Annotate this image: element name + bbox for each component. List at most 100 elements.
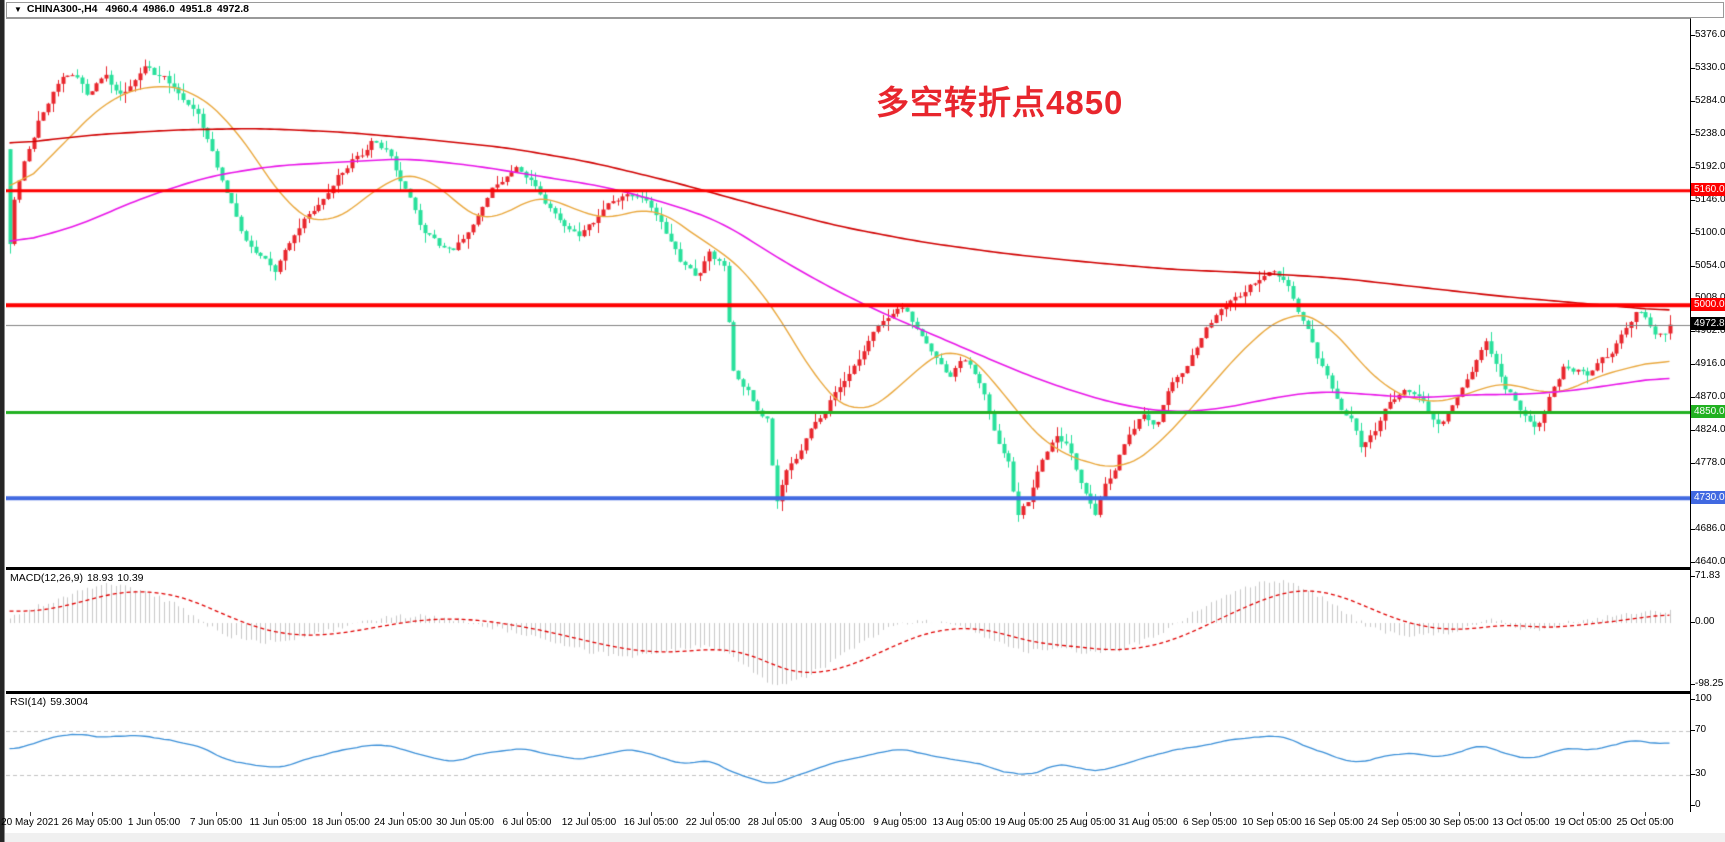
- axis-tick-mark: [1691, 430, 1695, 431]
- main-chart-panel: [6, 18, 1691, 569]
- axis-tick-mark: [1691, 331, 1695, 332]
- axis-tick-mark: [1691, 167, 1695, 168]
- axis-tick-mark: [1691, 364, 1695, 365]
- axis-tick-label: 4778.0: [1695, 457, 1725, 468]
- date-tick-mark: [465, 812, 466, 816]
- date-label: 6 Sep 05:00: [1183, 817, 1237, 828]
- candlestick-chart-canvas[interactable]: [6, 19, 1690, 567]
- date-label: 16 Jul 05:00: [623, 817, 679, 828]
- axis-tick-mark: [1691, 576, 1695, 577]
- ohlc-high: 4986.0: [142, 3, 175, 15]
- axis-tick-label: 30: [1695, 768, 1707, 779]
- date-tick-mark: [216, 812, 217, 816]
- date-tick-mark: [1210, 812, 1211, 816]
- rsi-name: RSI(14): [10, 696, 47, 708]
- axis-tick-mark: [1691, 266, 1695, 267]
- date-tick-mark: [1521, 812, 1522, 816]
- axis-tick-label: 5100.0: [1695, 227, 1725, 238]
- axis-tick-label: 4686.0: [1695, 523, 1725, 534]
- axis-tick-mark: [1691, 463, 1695, 464]
- date-label: 11 Jun 05:00: [249, 817, 307, 828]
- axis-tick-label: 5284.0: [1695, 95, 1725, 106]
- date-axis[interactable]: 20 May 2021 26 May 05:00 1 Jun 05:00 7 Jun …: [1, 812, 1696, 832]
- price-level-badge: 5000.0: [1691, 298, 1725, 311]
- axis-tick-label: 0: [1695, 799, 1701, 810]
- date-label: 16 Sep 05:00: [1304, 817, 1364, 828]
- price-axis: 5376.0 5330.0 5284.0 5238.0 5192.0 5146.0 5100…: [1691, 18, 1725, 567]
- axis-tick-label: 100: [1695, 693, 1712, 704]
- axis-tick-label: 5376.0: [1695, 29, 1725, 40]
- date-tick-mark: [1583, 812, 1584, 816]
- date-label: 3 Aug 05:00: [811, 817, 865, 828]
- date-tick-mark: [1024, 812, 1025, 816]
- axis-tick-label: 0.00: [1695, 616, 1715, 627]
- date-label: 12 Jul 05:00: [561, 817, 617, 828]
- date-label: 7 Jun 05:00: [189, 817, 243, 828]
- axis-tick-label: 4870.0: [1695, 391, 1725, 402]
- date-label: 24 Jun 05:00: [374, 817, 432, 828]
- axis-tick-mark: [1691, 134, 1695, 135]
- date-label: 25 Aug 05:00: [1056, 817, 1116, 828]
- ohlc-low: 4951.8: [179, 3, 212, 15]
- rsi-label: RSI(14) 59.3004: [10, 696, 92, 708]
- axis-tick-mark: [1691, 774, 1695, 775]
- axis-tick-mark: [1691, 562, 1695, 563]
- ohlc-open: 4960.4: [105, 3, 138, 15]
- date-tick-mark: [962, 812, 963, 816]
- date-tick-mark: [1334, 812, 1335, 816]
- axis-tick-label: 71.83: [1695, 570, 1721, 581]
- macd-signal-value: 10.39: [117, 572, 144, 584]
- axis-tick-label: 5008.0: [1695, 292, 1725, 303]
- macd-main-value: 18.93: [86, 572, 114, 584]
- axis-tick-mark: [1691, 68, 1695, 69]
- axis-tick-mark: [1691, 622, 1695, 623]
- rsi-value: 59.3004: [50, 696, 89, 708]
- date-label: 20 May 2021: [1, 817, 59, 828]
- axis-tick-mark: [1691, 35, 1695, 36]
- symbol-header-bar[interactable]: ▼ CHINA300-,H4 4960.4 4986.0 4951.8 4972.8: [6, 2, 1724, 18]
- date-tick-mark: [30, 812, 31, 816]
- date-tick-mark: [589, 812, 590, 816]
- macd-label: MACD(12,26,9) 18.93 10.39: [10, 572, 148, 584]
- macd-chart-canvas[interactable]: [6, 570, 1690, 691]
- date-label: 26 May 05:00: [61, 817, 123, 828]
- date-label: 30 Jun 05:00: [436, 817, 494, 828]
- price-level-badge: 4972.8: [1691, 317, 1725, 330]
- axis-tick-mark: [1691, 233, 1695, 234]
- date-label: 19 Oct 05:00: [1554, 817, 1612, 828]
- axis-tick-label: 70: [1695, 724, 1707, 735]
- window-left-edge: [0, 0, 5, 842]
- date-label: 9 Aug 05:00: [873, 817, 927, 828]
- symbol-dropdown-icon[interactable]: ▼: [14, 5, 22, 14]
- date-label: 30 Sep 05:00: [1429, 817, 1489, 828]
- date-label: 13 Aug 05:00: [932, 817, 992, 828]
- symbol-label: CHINA300-,H4: [26, 3, 98, 15]
- date-label: 6 Jul 05:00: [502, 817, 552, 828]
- date-tick-mark: [341, 812, 342, 816]
- price-level-badge: 4850.0: [1691, 405, 1725, 418]
- date-label: 19 Aug 05:00: [994, 817, 1054, 828]
- axis-tick-label: 4962.0: [1695, 325, 1725, 336]
- date-tick-mark: [1086, 812, 1087, 816]
- date-label: 31 Aug 05:00: [1118, 817, 1178, 828]
- date-label: 13 Oct 05:00: [1492, 817, 1550, 828]
- macd-name: MACD(12,26,9): [10, 572, 83, 584]
- rsi-indicator-panel: RSI(14) 59.3004: [6, 693, 1691, 814]
- axis-tick-mark: [1691, 529, 1695, 530]
- date-tick-mark: [527, 812, 528, 816]
- axis-tick-mark: [1691, 699, 1695, 700]
- axis-tick-label: -98.25: [1695, 678, 1724, 689]
- rsi-axis: 100 70 30 0: [1691, 693, 1725, 811]
- axis-tick-label: 5054.0: [1695, 260, 1725, 271]
- rsi-chart-canvas[interactable]: [6, 694, 1690, 812]
- date-tick-mark: [1459, 812, 1460, 816]
- date-tick-mark: [154, 812, 155, 816]
- chart-annotation-text: 多空转折点4850: [876, 84, 1124, 121]
- date-tick-mark: [1148, 812, 1149, 816]
- axis-tick-label: 5238.0: [1695, 128, 1725, 139]
- date-label: 25 Oct 05:00: [1616, 817, 1674, 828]
- date-tick-mark: [651, 812, 652, 816]
- date-tick-mark: [838, 812, 839, 816]
- axis-tick-mark: [1691, 200, 1695, 201]
- axis-tick-label: 4916.0: [1695, 358, 1725, 369]
